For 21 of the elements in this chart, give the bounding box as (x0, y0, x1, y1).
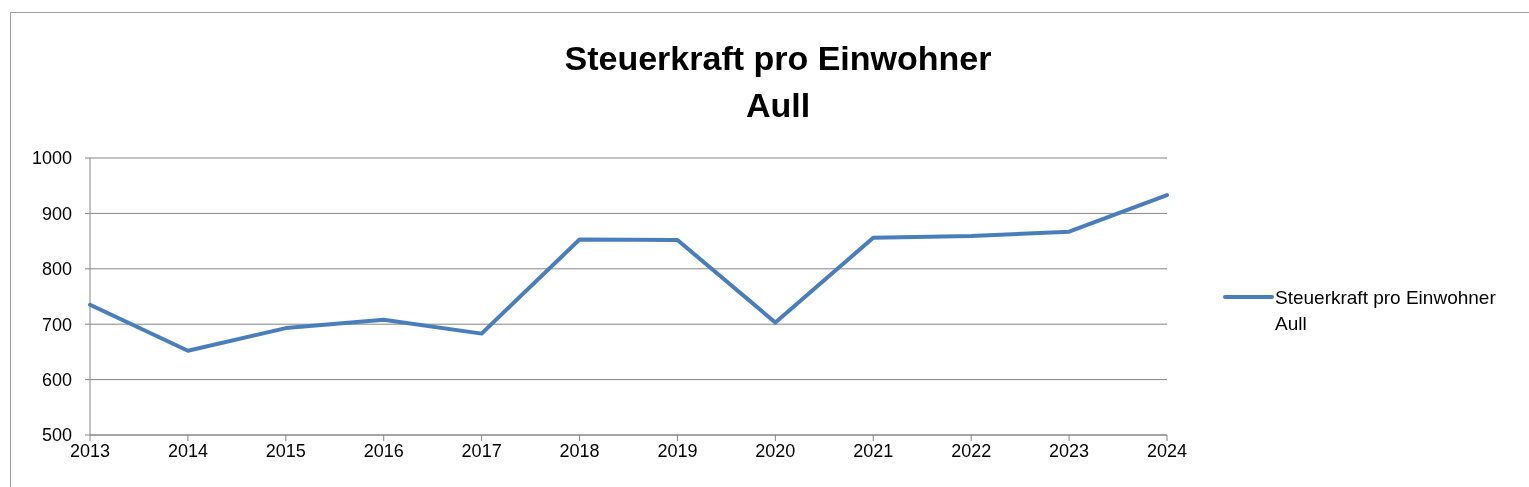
x-tick-label: 2014 (167, 441, 208, 461)
x-tick-label: 2017 (461, 441, 502, 461)
x-tick-label: 2018 (559, 441, 600, 461)
chart-title: Steuerkraft pro Einwohner Aull (564, 39, 992, 124)
y-tick-label: 900 (41, 203, 72, 224)
x-tick-label: 2023 (1049, 441, 1090, 461)
line-series (88, 193, 1169, 353)
x-tick-label: 2015 (265, 441, 306, 461)
y-tick-label: 600 (41, 369, 72, 390)
y-tick-label: 800 (41, 259, 72, 280)
x-tick-label: 2024 (1146, 441, 1188, 461)
x-tick-label: 2022 (951, 441, 992, 461)
x-tick-label: 2021 (853, 441, 894, 461)
x-tick-label: 2016 (363, 441, 404, 461)
y-tick-label: 1000 (31, 148, 72, 169)
x-tick-label: 2013 (69, 441, 111, 461)
x-tick-label: 2020 (755, 441, 796, 461)
y-tick-label: 700 (41, 314, 72, 335)
y-tick-label: 500 (41, 425, 72, 446)
legend-label: Steuerkraft pro Einwohner Aull (1275, 286, 1497, 334)
x-tick-label: 2019 (657, 441, 698, 461)
